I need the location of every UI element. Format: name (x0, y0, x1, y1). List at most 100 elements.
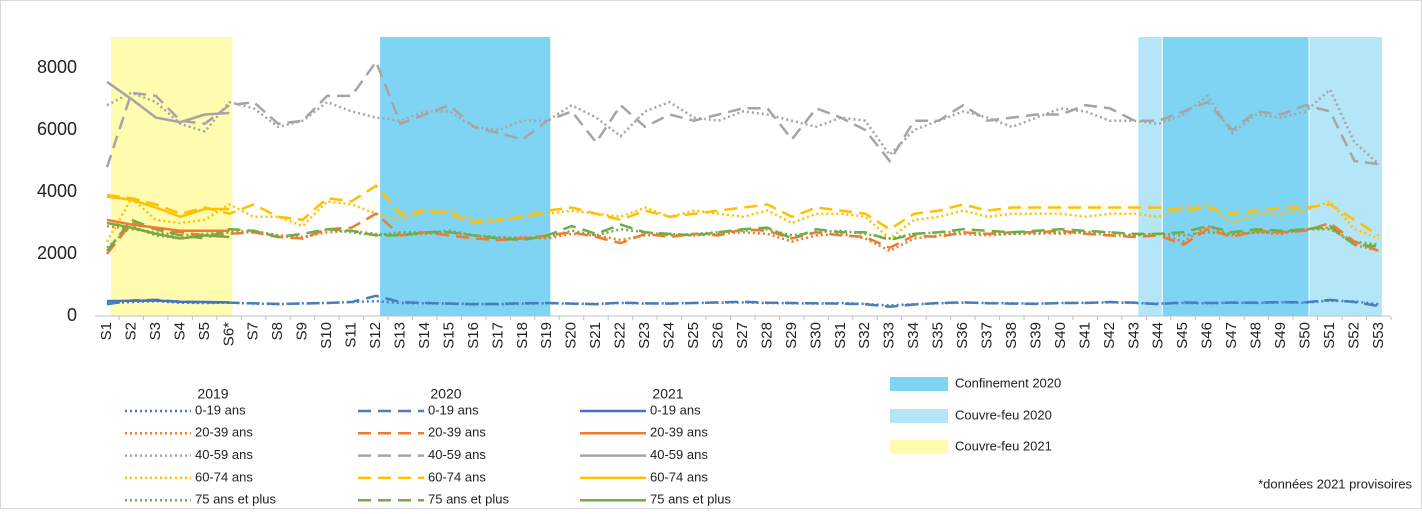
x-tick-label: S39 (1027, 322, 1044, 349)
x-tick-label: S6* (220, 322, 237, 346)
series-line (106, 218, 230, 232)
x-tick-label: S7 (245, 322, 262, 340)
x-tick-label: S33 (881, 322, 898, 349)
series-line (105, 196, 1380, 243)
x-tick-label: S36 (954, 322, 971, 349)
legend-swatch (890, 440, 948, 454)
x-tick-label: S17 (489, 322, 506, 349)
legend-label: Couvre-feu 2021 (955, 438, 1052, 453)
legend-group-title: 2020 (430, 386, 461, 402)
x-tick-label: S8 (269, 322, 286, 340)
legend-label: 20-39 ans (195, 425, 253, 440)
legend-label: 60-74 ans (428, 469, 486, 484)
x-tick-label: S12 (367, 322, 384, 349)
x-tick-label: S38 (1003, 322, 1020, 349)
x-tick-label: S1 (98, 322, 115, 340)
x-tick-label: S26 (709, 322, 726, 349)
x-tick-label: S28 (758, 322, 775, 349)
x-tick-label: S37 (979, 322, 996, 349)
legend-label: 0-19 ans (650, 402, 701, 417)
legend-label: 20-39 ans (428, 425, 486, 440)
x-tick-label: S30 (807, 322, 824, 349)
x-tick-label: S35 (930, 322, 947, 349)
y-tick-label: 4000 (37, 181, 77, 201)
legend-label: Couvre-feu 2020 (955, 407, 1052, 422)
x-tick-label: S13 (391, 322, 408, 349)
series-line (106, 87, 1380, 166)
series-line (106, 294, 1380, 308)
legend-swatch (890, 377, 948, 391)
period-band (380, 37, 551, 316)
x-tick-label: S21 (587, 322, 604, 349)
legend-group-title: 2021 (652, 386, 683, 402)
x-tick-label: S45 (1174, 322, 1191, 349)
x-tick-label: S48 (1248, 322, 1265, 349)
legend-swatch (890, 409, 948, 423)
x-tick-label: S25 (685, 322, 702, 349)
y-tick-label: 8000 (37, 57, 77, 77)
x-tick-label: S4 (171, 322, 188, 340)
series-line (106, 299, 230, 304)
y-tick-label: 2000 (37, 243, 77, 263)
period-band (111, 37, 233, 316)
x-tick-label: S52 (1345, 322, 1362, 349)
x-tick-label: S5 (196, 322, 213, 340)
legend-label: 60-74 ans (650, 469, 708, 484)
x-tick-label: S2 (122, 322, 139, 340)
legend-label: 40-59 ans (650, 447, 708, 462)
x-tick-label: S31 (832, 322, 849, 349)
x-tick-label: S22 (612, 322, 629, 349)
series-line (106, 80, 230, 124)
y-tick-label: 0 (67, 305, 77, 325)
legend-label: 20-39 ans (650, 425, 708, 440)
x-tick-label: S41 (1076, 322, 1093, 349)
x-tick-label: S53 (1370, 322, 1387, 349)
legend-label: 75 ans et plus (428, 492, 509, 507)
x-tick-label: S23 (636, 322, 653, 349)
x-tick-label: S42 (1101, 322, 1118, 349)
x-tick-label: S32 (856, 322, 873, 349)
x-tick-label: S43 (1125, 322, 1142, 349)
x-tick-label: S47 (1223, 322, 1240, 349)
series-line (106, 184, 1380, 237)
series-line (106, 195, 230, 219)
x-tick-label: S10 (318, 322, 335, 349)
period-band (1138, 37, 1162, 316)
series-line (106, 221, 230, 240)
legend-label: 0-19 ans (428, 402, 479, 417)
series-line (105, 59, 1380, 168)
x-tick-label: S24 (661, 322, 678, 349)
x-tick-label: S16 (465, 322, 482, 349)
x-tick-label: S34 (905, 322, 922, 349)
x-tick-label: S11 (343, 322, 360, 348)
period-band (1162, 37, 1309, 316)
x-tick-label: S15 (440, 322, 457, 349)
legend-label: 40-59 ans (428, 447, 486, 462)
series-line (106, 224, 1380, 253)
series-line (106, 218, 1379, 252)
period-band (1309, 37, 1382, 316)
legend-label: 75 ans et plus (650, 492, 731, 507)
x-tick-label: S3 (147, 322, 164, 340)
legend-label: 60-74 ans (195, 469, 253, 484)
x-tick-label: S44 (1150, 322, 1167, 349)
annotation: *données 2021 provisoires (1258, 476, 1412, 491)
y-tick-label: 6000 (37, 119, 77, 139)
x-tick-label: S29 (783, 322, 800, 349)
x-tick-label: S18 (514, 322, 531, 349)
x-tick-label: S9 (294, 322, 311, 340)
x-tick-label: S14 (416, 322, 433, 349)
x-tick-label: S46 (1199, 322, 1216, 349)
legend-label: 75 ans et plus (195, 492, 276, 507)
x-tick-label: S50 (1297, 322, 1314, 349)
x-tick-label: S49 (1272, 322, 1289, 349)
legend-label: 40-59 ans (195, 447, 253, 462)
legend-group-title: 2019 (197, 386, 228, 402)
legend-label: 0-19 ans (195, 402, 246, 417)
x-tick-label: S51 (1321, 322, 1338, 349)
x-tick-label: S27 (734, 322, 751, 349)
legend-label: Confinement 2020 (955, 375, 1061, 390)
x-tick-label: S20 (563, 322, 580, 349)
x-tick-label: S40 (1052, 322, 1069, 349)
